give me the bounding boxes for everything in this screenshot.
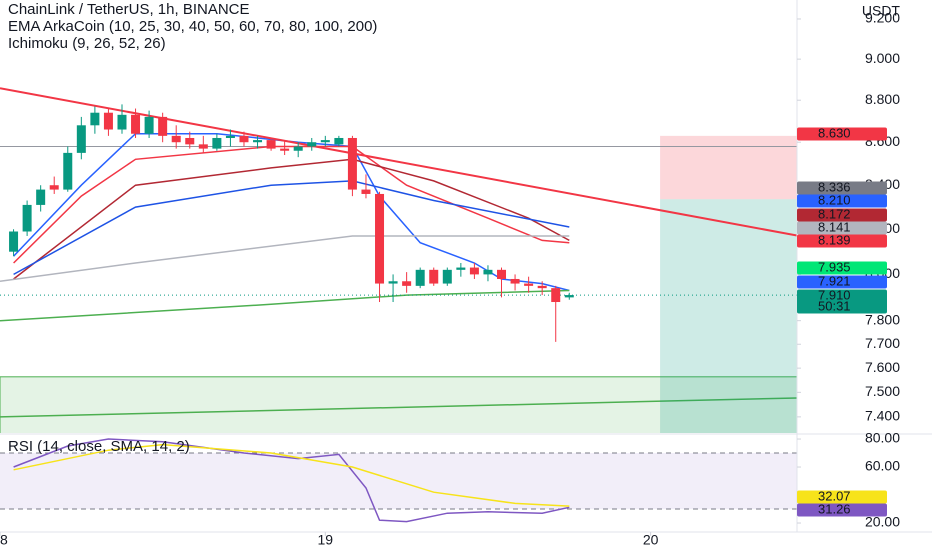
- position-target: [660, 199, 797, 433]
- candle-body: [49, 185, 59, 190]
- price-badge-label: 7.935: [818, 259, 851, 274]
- countdown-label: 50:31: [818, 298, 851, 313]
- y-tick-label: 7.400: [865, 408, 900, 424]
- ema-line: [0, 235, 570, 283]
- price-badge: [797, 194, 887, 208]
- candle-body: [103, 112, 113, 130]
- candle-body: [469, 267, 479, 275]
- candle-body: [307, 142, 317, 147]
- price-badge-label: 8.172: [818, 206, 851, 221]
- candle-body: [524, 283, 534, 286]
- price-badge: [797, 221, 887, 235]
- candle-body: [9, 231, 19, 252]
- candle-body: [76, 125, 86, 153]
- candle-body: [239, 135, 249, 143]
- y-tick-label: 20.00: [865, 514, 900, 530]
- price-badge: [797, 208, 887, 222]
- ema-line: [13, 145, 570, 264]
- candle-body: [564, 295, 574, 298]
- rsi-badge: [797, 490, 887, 504]
- indicator-rsi[interactable]: RSI (14, close, SMA, 14, 2): [8, 438, 190, 455]
- y-tick-label: 7.800: [865, 311, 900, 327]
- candle-body: [36, 189, 46, 205]
- rsi-badge-label: 31.26: [818, 501, 851, 516]
- candle-body: [551, 288, 561, 303]
- candle-body: [510, 278, 520, 284]
- rsi-badge: [797, 503, 887, 517]
- candle-body: [483, 269, 493, 275]
- ema-line: [13, 180, 570, 276]
- indicator-ichimoku[interactable]: Ichimoku (9, 26, 52, 26): [8, 35, 166, 52]
- rsi-line: [13, 443, 570, 507]
- y-tick-label: 9.000: [865, 50, 900, 66]
- candle-body: [361, 189, 371, 194]
- candle-body: [212, 137, 222, 149]
- price-badge-label: 8.139: [818, 232, 851, 247]
- x-tick-label: 18: [0, 532, 8, 548]
- candle-body: [198, 144, 208, 149]
- rsi-line: [13, 438, 570, 523]
- candle-body: [429, 269, 439, 284]
- y-tick-label: 60.00: [865, 458, 900, 474]
- candle-body: [117, 114, 127, 130]
- rsi-badge-label: 32.07: [818, 488, 851, 503]
- y-tick-label: 8.800: [865, 91, 900, 107]
- y-tick-label: 7.700: [865, 335, 900, 351]
- y-tick-label: 7.600: [865, 359, 900, 375]
- candle-body: [293, 146, 303, 151]
- ema-line: [0, 289, 570, 322]
- currency-label[interactable]: USDT: [862, 3, 901, 19]
- candle-body: [375, 193, 385, 284]
- position-stop: [660, 135, 797, 200]
- price-badge: [797, 234, 887, 248]
- symbol-title[interactable]: ChainLink / TetherUS, 1h, BINANCE: [8, 1, 250, 18]
- y-tick-label: 7.500: [865, 383, 900, 399]
- candle-body: [90, 112, 100, 126]
- price-badge-label: 8.141: [818, 219, 851, 234]
- candle-body: [537, 285, 547, 289]
- candle-body: [253, 140, 263, 143]
- candle-body: [456, 267, 466, 270]
- candle-body: [185, 137, 195, 145]
- x-tick-label: 20: [643, 532, 659, 548]
- candle-body: [131, 114, 141, 134]
- price-badge-label: 7.910: [818, 287, 851, 302]
- y-tick-label: 80.00: [865, 430, 900, 446]
- candle-body: [334, 137, 344, 145]
- candle-body: [347, 137, 357, 190]
- demand-zone: [0, 376, 797, 433]
- zone-line: [0, 397, 797, 418]
- candle-body: [402, 281, 412, 286]
- price-badge: [797, 261, 887, 275]
- candle-body: [388, 281, 398, 284]
- price-badge-label: 7.921: [818, 273, 851, 288]
- indicator-ema[interactable]: EMA ArkaCoin (10, 25, 30, 40, 50, 60, 70…: [8, 18, 377, 35]
- price-badge: [797, 275, 887, 289]
- trendline: [0, 87, 797, 237]
- candle-body: [442, 269, 452, 284]
- price-badge: [797, 127, 887, 141]
- candle-body: [22, 204, 32, 232]
- price-badge-label: 8.336: [818, 179, 851, 194]
- candle-body: [144, 116, 154, 134]
- price-badge-label: 8.630: [818, 125, 851, 140]
- candle-body: [497, 269, 507, 279]
- candle-body: [63, 152, 73, 190]
- y-tick-label: 9.200: [865, 10, 900, 26]
- x-tick-label: 19: [318, 532, 334, 548]
- candle-body: [171, 135, 181, 143]
- candle-body: [415, 269, 425, 286]
- ema-line: [13, 132, 570, 292]
- candle-body: [225, 135, 235, 138]
- candle-body: [320, 140, 330, 143]
- candle-body: [280, 148, 290, 151]
- price-badge-label: 8.210: [818, 192, 851, 207]
- candle-body: [158, 116, 168, 136]
- price-badge: [797, 289, 887, 314]
- price-badge: [797, 181, 887, 195]
- candle-body: [266, 140, 276, 149]
